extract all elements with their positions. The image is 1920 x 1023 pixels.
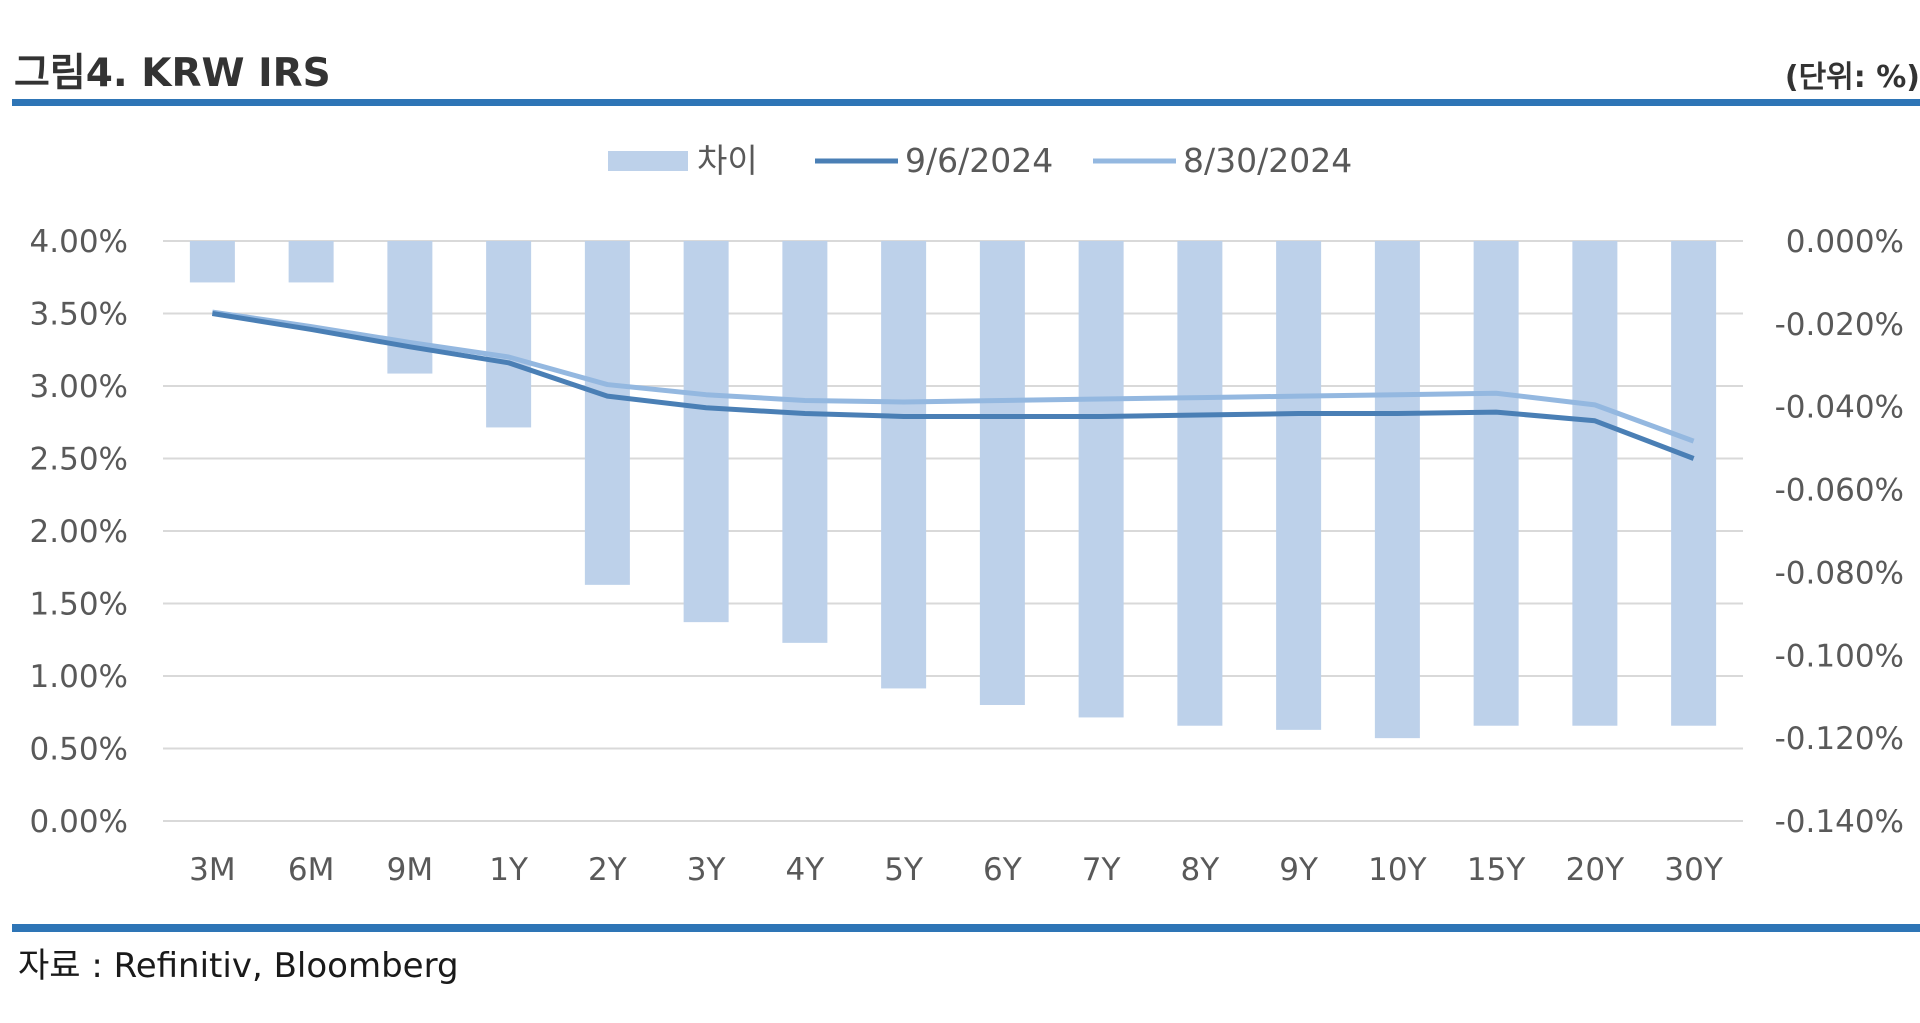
left-tick-label: 0.00% — [30, 804, 128, 840]
x-tick-label: 10Y — [1368, 852, 1426, 888]
right-tick-label: -0.120% — [1775, 721, 1904, 757]
bar-20Y — [1572, 241, 1618, 726]
left-tick-label: 1.50% — [30, 587, 128, 623]
bar-7Y — [1078, 241, 1124, 718]
unit-label: (단위: %) — [1784, 60, 1920, 95]
bar-10Y — [1374, 241, 1420, 739]
x-axis-ticks: 3M 6M 9M 1Y 2Y 3Y 4Y 5Y 6Y 7Y 8Y 9Y 10Y 15Y 20Y 30Y — [189, 852, 1723, 888]
x-tick-label: 6Y — [983, 852, 1022, 888]
left-axis-ticks: 4.00% 3.50% 3.00% 2.50% 2.00% 1.50% 1.00% 0.50%… — [30, 224, 128, 840]
line-series-1 — [211, 311, 1695, 461]
bottom-divider — [12, 924, 1920, 932]
irs-chart: 차이 9/6/2024 8/30/2024 4.00% 3.50% 3.00% 2.5… — [30, 141, 1904, 888]
legend-label-bar: 차이 — [697, 141, 758, 180]
x-tick-label: 4Y — [786, 852, 825, 888]
source-note: 자료 : Refinitiv, Bloomberg — [18, 946, 459, 986]
x-tick-label: 8Y — [1181, 852, 1220, 888]
right-axis-ticks: 0.000% -0.020% -0.040% -0.060% -0.080% -0.100… — [1775, 224, 1904, 840]
line-series-2 — [212, 309, 1695, 444]
legend-swatch-bar — [608, 151, 688, 171]
left-tick-label: 3.50% — [30, 297, 128, 333]
right-tick-label: -0.080% — [1775, 555, 1904, 591]
legend-label-line-1: 9/6/2024 — [905, 141, 1053, 180]
bar-8Y — [1177, 241, 1223, 726]
x-tick-label: 30Y — [1664, 852, 1722, 888]
x-tick-label: 2Y — [588, 852, 627, 888]
bar-1Y — [486, 241, 532, 428]
bar-6Y — [979, 241, 1025, 705]
x-tick-label: 1Y — [489, 852, 528, 888]
x-tick-label: 9M — [387, 852, 433, 888]
x-tick-label: 7Y — [1082, 852, 1121, 888]
left-tick-label: 1.00% — [30, 659, 128, 695]
bar-4Y — [782, 241, 828, 643]
left-tick-label: 2.50% — [30, 442, 128, 478]
bar-series — [189, 241, 1717, 739]
right-tick-label: -0.040% — [1775, 390, 1904, 426]
bar-2Y — [584, 241, 630, 585]
right-tick-label: -0.140% — [1775, 804, 1904, 840]
bar-9M — [387, 241, 433, 374]
line-series-group — [211, 309, 1695, 461]
right-tick-label: -0.060% — [1775, 473, 1904, 509]
bar-5Y — [881, 241, 927, 689]
figure-title: 그림4. KRW IRS — [14, 51, 331, 96]
right-tick-label: -0.100% — [1775, 638, 1904, 674]
x-tick-label: 20Y — [1566, 852, 1624, 888]
left-tick-label: 2.00% — [30, 514, 128, 550]
x-tick-label: 3M — [189, 852, 235, 888]
right-tick-label: 0.000% — [1786, 224, 1904, 260]
x-tick-label: 9Y — [1279, 852, 1318, 888]
bar-15Y — [1473, 241, 1519, 726]
left-tick-label: 3.00% — [30, 369, 128, 405]
bar-9Y — [1276, 241, 1322, 730]
bar-3M — [189, 241, 235, 283]
left-tick-label: 4.00% — [30, 224, 128, 260]
x-tick-label: 3Y — [687, 852, 726, 888]
legend: 차이 9/6/2024 8/30/2024 — [608, 141, 1352, 180]
left-tick-label: 0.50% — [30, 732, 128, 768]
bar-3Y — [683, 241, 729, 623]
x-tick-label: 5Y — [884, 852, 923, 888]
top-divider — [12, 99, 1920, 106]
x-tick-label: 15Y — [1467, 852, 1525, 888]
legend-label-line-2: 8/30/2024 — [1183, 141, 1352, 180]
right-tick-label: -0.020% — [1775, 307, 1904, 343]
bar-30Y — [1671, 241, 1717, 726]
bar-6M — [288, 241, 334, 283]
x-tick-label: 6M — [288, 852, 334, 888]
